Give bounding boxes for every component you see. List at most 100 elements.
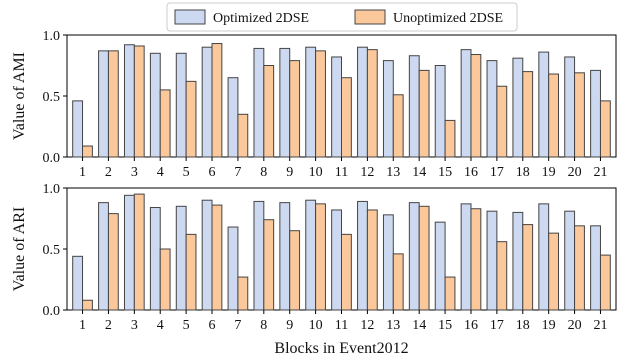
ami-bar-optimized-10 (305, 46, 317, 158)
ami-bar-optimized-1 (72, 100, 84, 158)
ami-bar-unoptimized-14 (418, 69, 430, 158)
ami-bar-unoptimized-12 (366, 49, 378, 158)
ami-x-tick-label: 11 (335, 165, 348, 180)
ari-bar-optimized-1 (72, 255, 84, 311)
ami-x-tick-label: 12 (360, 165, 374, 180)
ari-bar-unoptimized-1 (82, 299, 93, 311)
ami-x-tick-label: 7 (234, 165, 241, 180)
ari-bar-unoptimized-12 (366, 209, 378, 311)
ami-bar-unoptimized-6 (211, 43, 223, 158)
ami-bar-unoptimized-17 (496, 85, 508, 158)
ari-bar-optimized-6 (201, 199, 213, 311)
ami-bar-unoptimized-13 (392, 94, 404, 158)
ari-x-tick-label: 8 (260, 318, 267, 333)
ami-y-tick-label: 1.0 (43, 29, 61, 44)
ari-bar-optimized-12 (357, 200, 368, 311)
ari-bar-unoptimized-8 (263, 219, 275, 311)
legend-frame (166, 2, 518, 32)
ari-bar-unoptimized-21 (599, 254, 611, 311)
ari-bar-optimized-5 (175, 205, 187, 311)
ami-x-tick-label: 9 (286, 165, 293, 180)
ari-bar-optimized-8 (253, 200, 265, 311)
ari-x-tick-label: 11 (335, 318, 348, 333)
ari-x-tick-label: 12 (360, 318, 374, 333)
ari-bar-unoptimized-10 (315, 203, 326, 311)
ami-x-tick-label: 15 (438, 165, 452, 180)
ari-bar-optimized-17 (486, 210, 498, 311)
ari-x-tick-label: 13 (386, 318, 400, 333)
ari-x-tick-label: 9 (286, 318, 293, 333)
ami-bar-optimized-18 (512, 57, 524, 158)
ami-bar-optimized-13 (382, 60, 394, 158)
ami-bar-unoptimized-7 (237, 113, 249, 158)
ari-bar-unoptimized-7 (237, 276, 249, 311)
ari-bar-optimized-10 (305, 199, 317, 311)
ari-x-tick-label: 20 (568, 318, 582, 333)
ari-x-tick-label: 5 (183, 318, 190, 333)
ami-bar-optimized-21 (590, 69, 601, 158)
ari-bar-optimized-3 (123, 194, 135, 311)
ami-x-tick-label: 5 (183, 165, 190, 180)
ami-x-tick-label: 10 (309, 165, 323, 180)
ami-bar-optimized-16 (460, 49, 472, 158)
ami-bar-optimized-2 (98, 50, 109, 158)
ari-x-tick-label: 6 (209, 318, 216, 333)
ari-bar-unoptimized-4 (159, 248, 171, 311)
ami-bar-unoptimized-15 (444, 119, 456, 158)
ari-bar-unoptimized-16 (470, 208, 482, 311)
ami-bar-optimized-5 (175, 52, 187, 158)
ami-x-tick-label: 16 (464, 165, 478, 180)
ari-bar-optimized-2 (98, 202, 109, 311)
ari-x-tick-label: 21 (593, 318, 607, 333)
legend-label-optimized: Optimized 2DSE (213, 11, 309, 26)
ari-bar-unoptimized-9 (289, 230, 301, 311)
ami-x-tick-label: 8 (260, 165, 267, 180)
ari-bar-optimized-9 (279, 202, 291, 311)
ari-x-tick-label: 16 (464, 318, 478, 333)
ari-x-tick-label: 3 (131, 318, 138, 333)
ari-bar-unoptimized-14 (418, 205, 430, 311)
ari-bar-optimized-21 (590, 225, 601, 311)
x-axis-label: Blocks in Event2012 (274, 340, 408, 357)
ami-x-tick-label: 13 (386, 165, 400, 180)
ami-bar-optimized-3 (123, 44, 135, 158)
ami-y-tick-label: 0.0 (43, 151, 61, 166)
ari-bar-optimized-20 (564, 210, 576, 311)
ami-bar-optimized-4 (149, 52, 161, 158)
ari-bar-optimized-19 (538, 203, 550, 311)
ari-bar-unoptimized-13 (392, 253, 404, 311)
ari-bar-unoptimized-19 (548, 232, 560, 311)
ami-y-tick-label: 0.5 (43, 90, 61, 105)
ari-bar-unoptimized-17 (496, 241, 508, 311)
ari-bar-unoptimized-18 (522, 224, 534, 311)
ami-bar-unoptimized-20 (574, 72, 585, 158)
ami-x-tick-label: 20 (568, 165, 582, 180)
ari-x-tick-label: 14 (412, 318, 426, 333)
ari-x-tick-label: 17 (490, 318, 504, 333)
ari-bar-optimized-4 (149, 207, 161, 311)
ari-y-tick-label: 0.5 (43, 243, 61, 258)
ari-bar-unoptimized-2 (107, 213, 119, 311)
ami-x-tick-label: 3 (131, 165, 138, 180)
ami-y-axis-label: Value of AMI (11, 52, 28, 140)
ami-bar-unoptimized-18 (522, 71, 534, 158)
ami-bar-optimized-11 (331, 56, 342, 158)
ari-x-tick-label: 15 (438, 318, 452, 333)
ari-bar-optimized-18 (512, 211, 524, 311)
ami-x-tick-label: 17 (490, 165, 504, 180)
ami-bar-unoptimized-2 (107, 50, 119, 158)
ami-x-tick-label: 21 (593, 165, 607, 180)
ami-bar-unoptimized-8 (263, 65, 275, 158)
ami-bar-unoptimized-9 (289, 60, 301, 158)
ari-bar-optimized-11 (331, 209, 342, 311)
ami-bar-optimized-17 (486, 60, 498, 158)
ami-x-tick-label: 2 (105, 165, 112, 180)
ami-bar-unoptimized-4 (159, 89, 171, 158)
ami-bar-unoptimized-3 (133, 45, 145, 158)
ami-bar-unoptimized-16 (470, 54, 482, 158)
ari-bar-unoptimized-6 (211, 204, 223, 311)
ari-bar-optimized-15 (434, 221, 446, 311)
legend: Optimized 2DSE Unoptimized 2DSE (166, 2, 518, 32)
